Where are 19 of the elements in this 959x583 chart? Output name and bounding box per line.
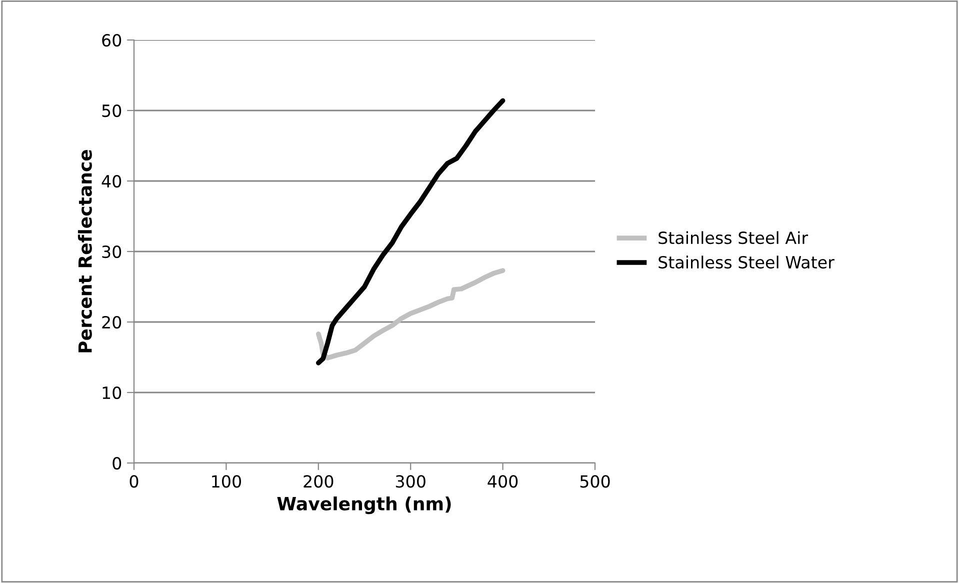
line-series [316,98,506,366]
x-tick-label: 500 [580,475,610,488]
y-axis-title: Percent Reflectance [78,150,92,352]
y-tick-label: 30 [102,245,122,258]
line-series [316,268,506,360]
y-tick-label: 0 [112,456,122,470]
x-axis-title: Wavelength (nm) [277,496,451,514]
y-tick-label: 20 [102,316,122,329]
y-tick-label: 50 [102,104,122,118]
x-tick-label: 200 [304,475,334,488]
x-tick-label: 400 [488,475,518,488]
legend-label: Stainless Steel Water [658,256,834,269]
x-tick-label: 300 [396,475,426,488]
x-tick-label: 100 [212,475,241,488]
y-tick-label: 10 [102,386,122,400]
y-tick-label: 60 [102,34,122,47]
y-tick-label: 40 [102,174,122,188]
x-tick-label: 0 [130,475,138,488]
legend-label: Stainless Steel Air [658,231,808,244]
